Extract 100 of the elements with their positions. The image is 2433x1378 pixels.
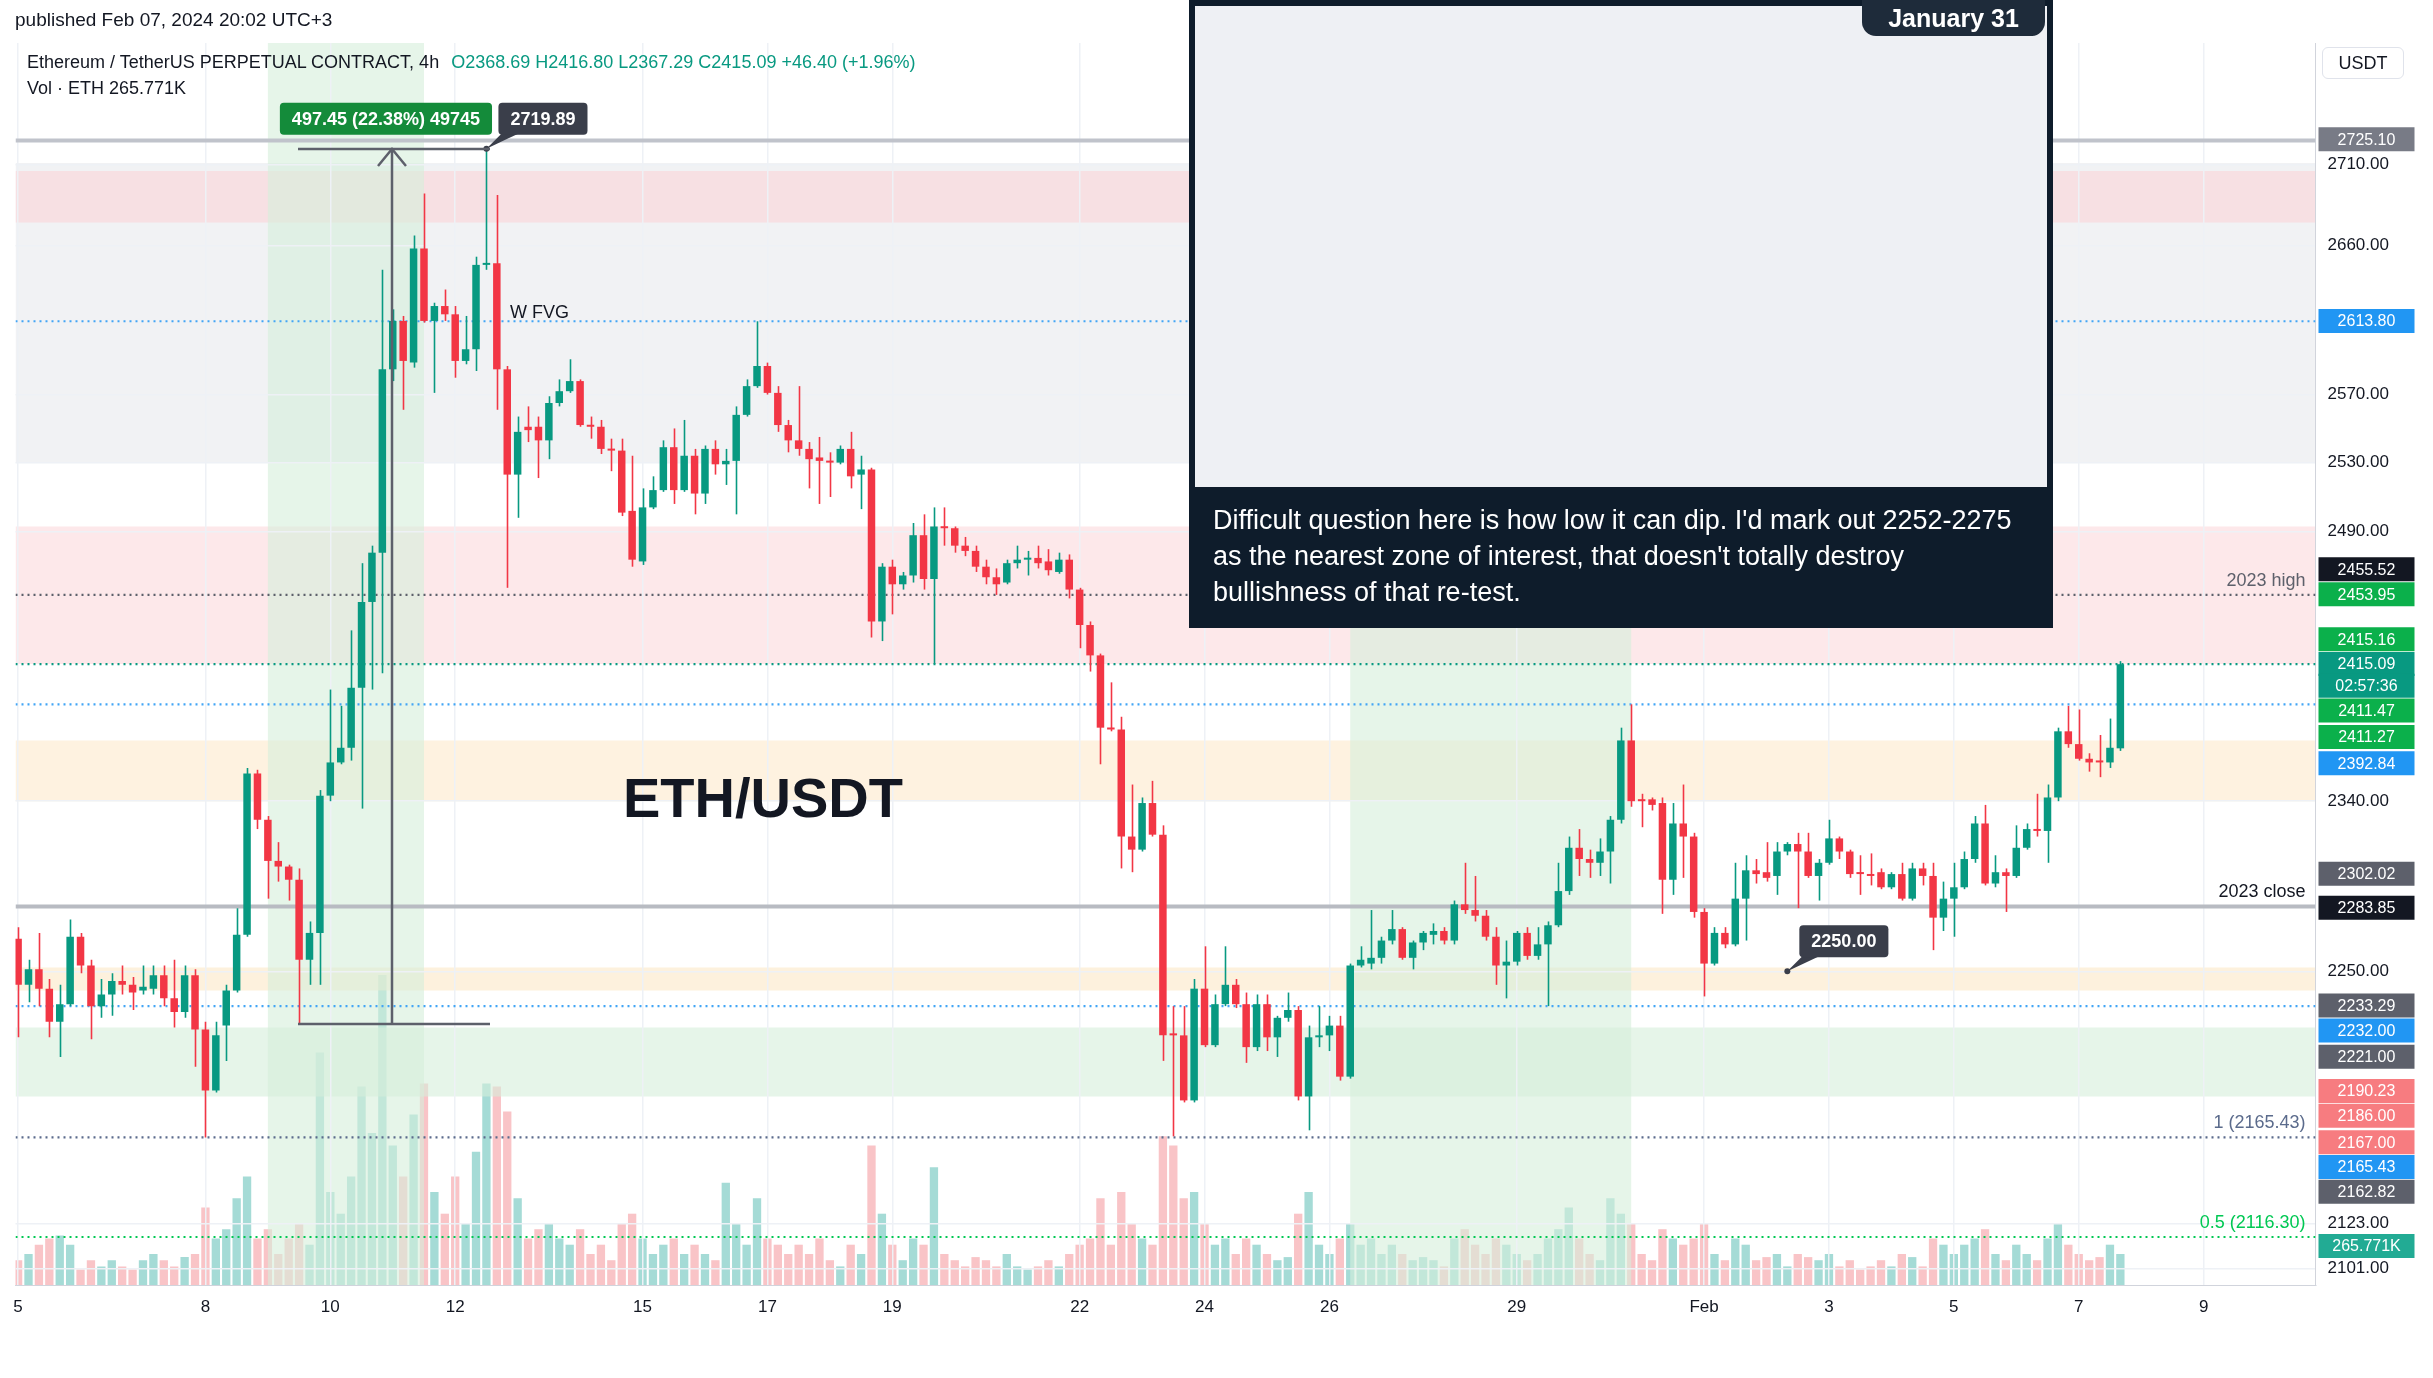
bar xyxy=(1606,1198,1615,1285)
bar xyxy=(24,1254,33,1285)
bar xyxy=(1377,1254,1386,1285)
candlestick xyxy=(826,451,834,498)
bar xyxy=(929,1167,939,1285)
candlestick xyxy=(857,454,865,510)
bar xyxy=(1304,1192,1313,1285)
bar xyxy=(1928,1238,1938,1285)
candlestick xyxy=(461,315,470,366)
annotation: 497.45 (22.38%) 49745 xyxy=(291,108,481,129)
candlestick xyxy=(160,964,168,1007)
candlestick xyxy=(1221,945,1230,1007)
bar xyxy=(1429,1260,1438,1285)
candlestick xyxy=(1752,858,1760,885)
bar xyxy=(1169,1145,1178,1285)
bar xyxy=(1887,1266,1896,1285)
text: 2392.84 xyxy=(2337,754,2396,772)
text: 2283.85 xyxy=(2337,899,2396,917)
x-tick-label: 3 xyxy=(1824,1296,1834,1316)
candlestick xyxy=(1044,548,1053,577)
y-tick-label: 2570.00 xyxy=(2327,384,2389,404)
candlestick xyxy=(1481,909,1490,942)
candlestick xyxy=(1367,909,1375,971)
bar xyxy=(1252,1244,1261,1285)
bar xyxy=(680,1254,689,1285)
bar xyxy=(2012,1244,2021,1285)
candlestick xyxy=(1950,861,1958,938)
bar xyxy=(1210,1244,1220,1285)
text: published Feb 07, 2024 20:02 UTC+3 xyxy=(15,9,333,31)
candlestick xyxy=(97,978,106,1019)
bar xyxy=(1533,1254,1542,1285)
bar xyxy=(1980,1229,1990,1285)
text: 2415.09 xyxy=(2337,655,2396,673)
text: 2411.47 xyxy=(2338,701,2395,719)
bar xyxy=(1335,1238,1344,1285)
x-tick-label: 12 xyxy=(445,1296,465,1316)
bar xyxy=(773,1244,782,1285)
bar xyxy=(513,1198,522,1285)
bar xyxy=(1637,1254,1646,1285)
annotation: Vol · ETH 265.771K xyxy=(27,78,187,99)
bar xyxy=(1023,1269,1032,1285)
bar xyxy=(1241,1238,1251,1285)
bar xyxy=(1158,1136,1168,1285)
bar xyxy=(430,1192,439,1285)
candlestick xyxy=(836,444,845,466)
candlestick xyxy=(55,984,64,1058)
bar xyxy=(1366,1238,1376,1285)
candlestick xyxy=(815,436,824,505)
bar xyxy=(534,1229,543,1285)
candlestick xyxy=(149,964,158,996)
candlestick xyxy=(711,439,720,476)
bar xyxy=(409,1114,418,1285)
bar xyxy=(1387,1244,1397,1285)
bar xyxy=(1668,1238,1678,1285)
x-tick-label: 22 xyxy=(1070,1296,1090,1316)
candlestick xyxy=(607,437,616,472)
text: ETH/USDT xyxy=(623,766,903,830)
text: 2190.23 xyxy=(2337,1082,2396,1100)
bar xyxy=(1897,1254,1906,1285)
candlestick xyxy=(24,958,33,1004)
bar xyxy=(721,1182,730,1285)
candlestick xyxy=(805,441,813,490)
bar xyxy=(1106,1244,1116,1285)
bar xyxy=(1356,1244,1365,1285)
text: 2232.00 xyxy=(2337,1021,2396,1039)
bar xyxy=(1575,1238,1584,1285)
x-tick-label: Feb xyxy=(1689,1296,1719,1316)
bar xyxy=(399,1176,408,1285)
text: 2162.82 xyxy=(2337,1183,2396,1201)
bar xyxy=(908,1238,918,1285)
x-tick-label: 10 xyxy=(320,1296,340,1316)
candlestick xyxy=(1523,926,1531,961)
bar xyxy=(1554,1229,1563,1285)
candlestick xyxy=(1814,858,1823,902)
candlestick xyxy=(1356,945,1365,969)
bar xyxy=(2064,1244,2073,1285)
candlestick xyxy=(1596,837,1604,877)
candlestick xyxy=(2106,717,2114,769)
y-tick-label: 2101.00 xyxy=(2327,1258,2389,1278)
candlestick xyxy=(1284,991,1292,1023)
bar xyxy=(555,1238,564,1285)
candlestick xyxy=(1107,681,1115,733)
text: 2186.00 xyxy=(2337,1107,2396,1125)
bar xyxy=(2022,1254,2031,1285)
ref-line-label: 0.5 (2116.30) xyxy=(2199,1211,2306,1232)
candlestick xyxy=(565,358,574,394)
bar xyxy=(752,1198,762,1285)
text: 2411.27 xyxy=(2338,728,2395,746)
bar xyxy=(76,1269,85,1285)
bar xyxy=(940,1254,949,1285)
text: 2165.43 xyxy=(2337,1158,2396,1176)
candlestick xyxy=(441,288,449,322)
bar xyxy=(1793,1254,1802,1285)
bar xyxy=(1065,1254,1074,1285)
bar xyxy=(1179,1198,1188,1285)
bar xyxy=(919,1244,928,1285)
bar xyxy=(1117,1192,1126,1285)
bar xyxy=(794,1244,803,1285)
candlestick xyxy=(1273,1015,1282,1058)
bar xyxy=(180,1257,189,1285)
